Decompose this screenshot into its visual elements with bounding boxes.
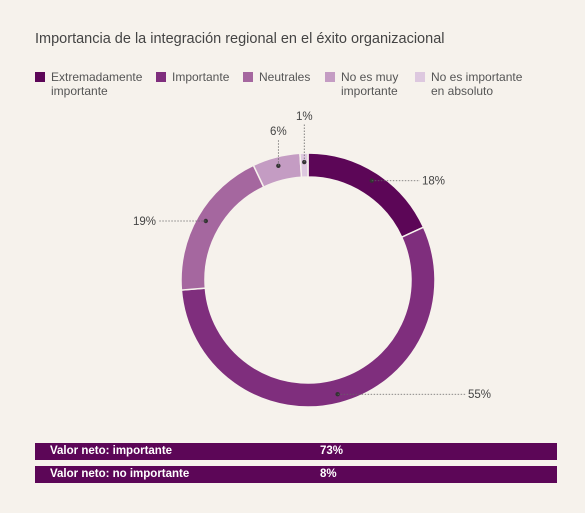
leader-dot: [369, 178, 374, 183]
net-bar-label: Valor neto: no importante: [50, 468, 190, 480]
legend-item-neutrales: Neutrales: [243, 70, 310, 84]
net-bar-value: 8%: [320, 468, 337, 480]
donut-slice: [307, 152, 425, 239]
donut-slice: [180, 164, 265, 291]
legend-label: No es muy importante: [341, 70, 399, 98]
legend-label: No es importante en absoluto: [431, 70, 523, 98]
donut-chart: 18% 55% 19% 6% 1%: [133, 111, 491, 408]
legend-item-no-es-importante-en-absoluto: No es importante en absoluto: [415, 70, 522, 98]
legend-label: Neutrales: [259, 70, 311, 84]
chart-title: Importancia de la integración regional e…: [35, 31, 445, 47]
donut-slice: [299, 152, 309, 179]
legend-swatch: [415, 72, 425, 82]
data-label: 19%: [133, 216, 156, 228]
net-bar-label: Valor neto: importante: [50, 445, 173, 457]
legend: Extremadamente importante Importante Neu…: [35, 70, 575, 104]
data-label: 1%: [296, 111, 313, 123]
data-label: 6%: [270, 126, 287, 138]
legend-item-extremadamente-importante: Extremadamente importante: [35, 70, 142, 98]
net-bar-importante: Valor neto: importante 73%: [35, 443, 557, 460]
legend-item-no-es-muy-importante: No es muy importante: [325, 70, 398, 98]
legend-swatch: [35, 72, 45, 82]
legend-swatch: [243, 72, 253, 82]
leader-dot: [335, 392, 340, 397]
donut-slice: [180, 226, 436, 408]
legend-swatch: [325, 72, 335, 82]
data-label: 55%: [468, 389, 491, 401]
donut-slice: [252, 152, 303, 188]
leader-dot: [276, 163, 281, 168]
legend-label: Extremadamente importante: [51, 70, 143, 98]
net-bar-value: 73%: [320, 445, 344, 457]
legend-label: Importante: [172, 70, 230, 84]
net-bar-no-importante: Valor neto: no importante 8%: [35, 466, 557, 483]
legend-item-importante: Importante: [156, 70, 229, 84]
data-label: 18%: [422, 176, 445, 188]
legend-swatch: [156, 72, 166, 82]
